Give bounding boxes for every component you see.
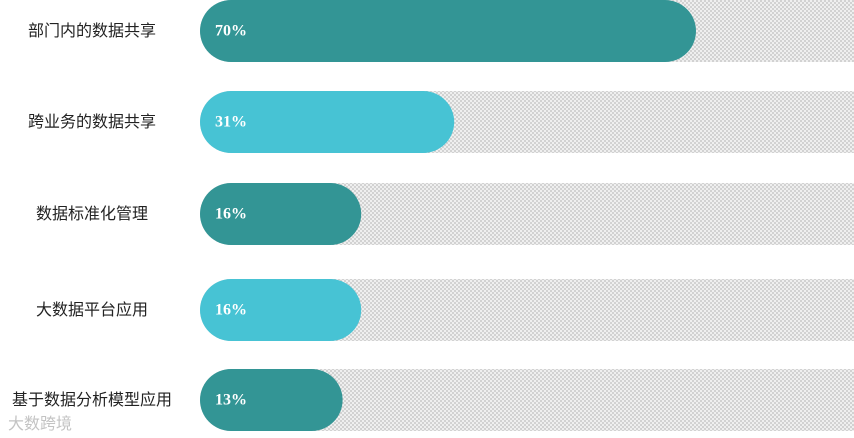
value-label: 70% [215,23,247,40]
watermark: 大数跨境 [8,414,73,433]
category-label: 大数据平台应用 [35,300,148,319]
bar [200,91,455,153]
bar-track [200,183,854,245]
bar [200,0,696,62]
bar [200,369,343,431]
category-label: 部门内的数据共享 [27,21,156,40]
bar [200,279,362,341]
bar-track [200,369,854,431]
bar [200,183,362,245]
value-label: 31% [215,114,247,131]
value-label: 13% [215,392,247,409]
bar-track [200,279,854,341]
category-label: 跨业务的数据共享 [27,112,156,131]
category-label: 数据标准化管理 [35,204,148,223]
category-label: 基于数据分析模型应用 [12,390,173,409]
value-label: 16% [215,206,247,223]
value-label: 16% [215,302,247,319]
